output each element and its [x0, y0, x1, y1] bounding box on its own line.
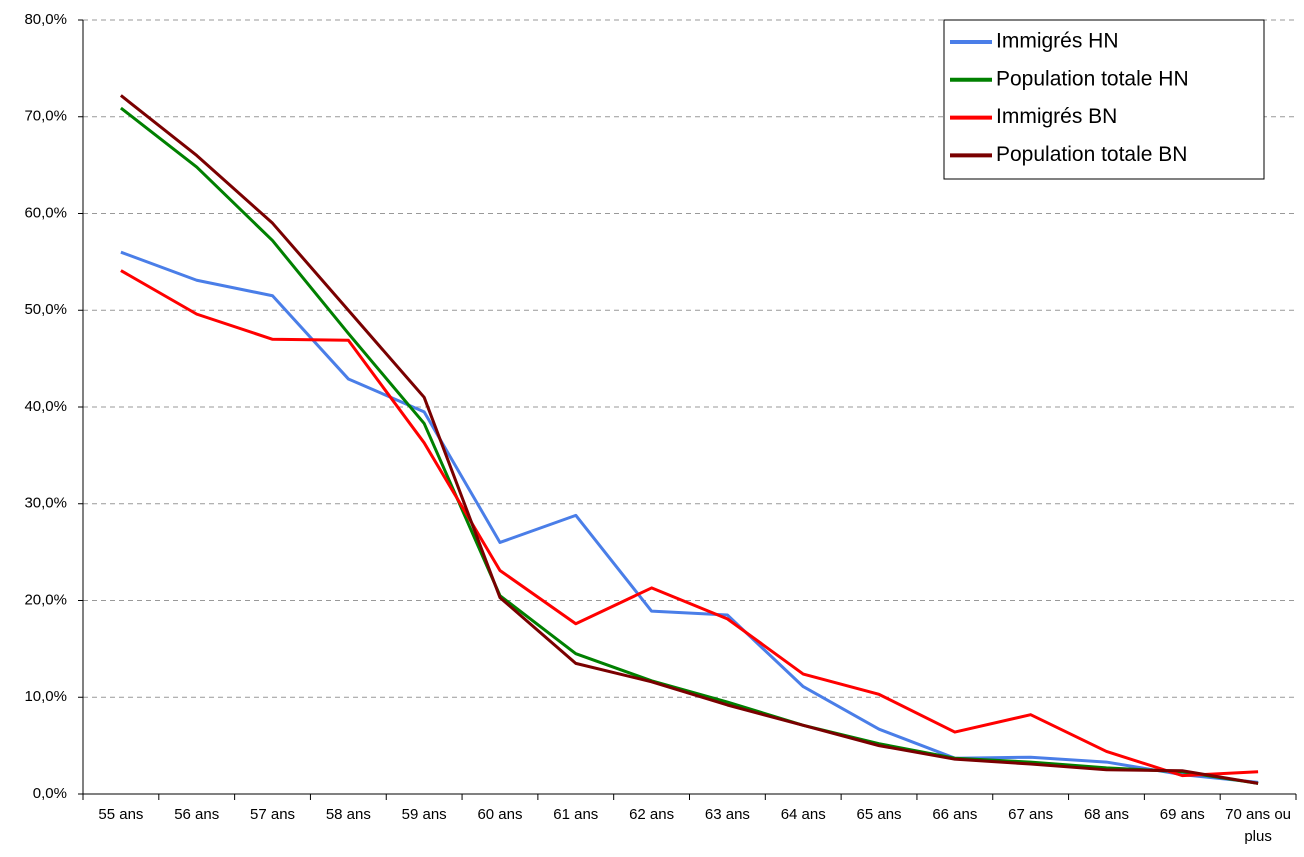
legend-label: Immigrés BN: [996, 105, 1117, 128]
x-tick-label: 56 ans: [174, 806, 220, 823]
x-tick-label: 64 ans: [780, 806, 826, 823]
x-tick-label: 68 ans: [1083, 806, 1129, 823]
y-tick-label: 40,0%: [24, 398, 67, 415]
series-line: [120, 269, 1259, 778]
x-tick-label: 57 ans: [250, 806, 296, 823]
x-tick-label: 66 ans: [932, 806, 978, 823]
x-tick-label: 62 ans: [629, 806, 675, 823]
y-tick-label: 50,0%: [24, 301, 67, 318]
x-tick-label: 70 ans ou plus: [1225, 806, 1292, 845]
x-tick-label: 65 ans: [856, 806, 902, 823]
y-tick-label: 60,0%: [24, 204, 67, 221]
series-line: [119, 94, 1259, 785]
x-tick-label: 55 ans: [98, 806, 144, 823]
series-line: [120, 250, 1259, 784]
y-tick-label: 70,0%: [24, 108, 67, 125]
y-tick-label: 80,0%: [24, 11, 67, 28]
x-tick-label: 63 ans: [704, 806, 750, 823]
x-tick-label: 59 ans: [401, 806, 447, 823]
legend-label: Population totale BN: [996, 143, 1187, 166]
y-tick-label: 30,0%: [24, 495, 67, 512]
x-tick-label: 61 ans: [553, 806, 599, 823]
legend-label: Population totale HN: [996, 67, 1189, 90]
series-line: [119, 106, 1259, 785]
legend-label: Immigrés HN: [996, 30, 1119, 53]
x-tick-label: 60 ans: [477, 806, 523, 823]
y-tick-label: 10,0%: [24, 688, 67, 705]
y-tick-label: 0,0%: [33, 785, 67, 802]
y-tick-label: 20,0%: [24, 591, 67, 608]
x-tick-label: 69 ans: [1159, 806, 1205, 823]
x-tick-label: 58 ans: [325, 806, 371, 823]
legend-box: [943, 19, 1265, 180]
x-tick-label: 67 ans: [1008, 806, 1054, 823]
